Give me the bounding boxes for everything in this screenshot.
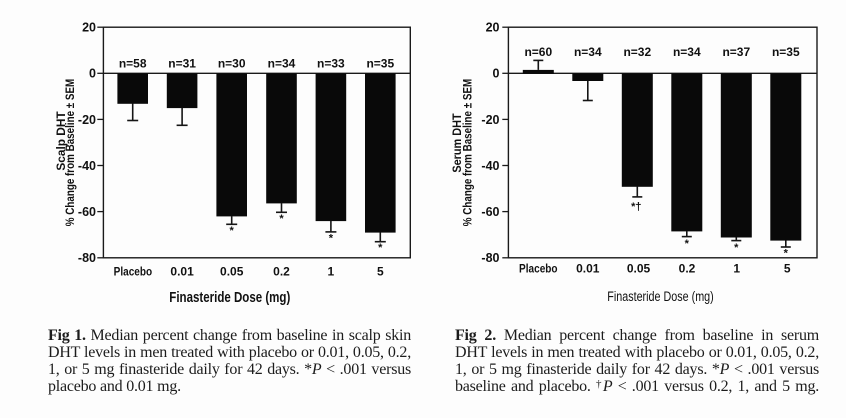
svg-text:0: 0	[493, 67, 500, 81]
svg-text:-20: -20	[78, 113, 96, 127]
svg-text:*: *	[784, 247, 789, 259]
svg-text:*: *	[230, 225, 235, 237]
svg-text:-40: -40	[78, 159, 96, 173]
svg-text:5: 5	[784, 261, 791, 275]
svg-text:0.05: 0.05	[627, 261, 651, 275]
svg-text:20: 20	[82, 21, 96, 35]
svg-text:*: *	[685, 238, 690, 250]
svg-text:0.01: 0.01	[170, 264, 194, 278]
svg-text:0.05: 0.05	[220, 264, 244, 278]
svg-text:Finasteride Dose (mg): Finasteride Dose (mg)	[607, 289, 714, 304]
svg-text:0: 0	[89, 67, 96, 81]
svg-text:n=35: n=35	[366, 57, 394, 71]
svg-text:-60: -60	[78, 205, 96, 219]
svg-text:-80: -80	[481, 251, 499, 265]
svg-text:-60: -60	[481, 205, 499, 219]
svg-text:n=34: n=34	[268, 57, 296, 71]
svg-text:0.2: 0.2	[273, 264, 290, 278]
svg-text:n=30: n=30	[218, 57, 246, 71]
svg-text:-80: -80	[78, 251, 96, 265]
svg-text:n=60: n=60	[524, 45, 552, 59]
svg-text:5: 5	[377, 264, 384, 278]
svg-text:*†: *†	[631, 201, 641, 213]
svg-text:n=35: n=35	[772, 45, 800, 59]
svg-text:1: 1	[733, 261, 740, 275]
svg-text:n=37: n=37	[722, 45, 750, 59]
svg-text:n=34: n=34	[574, 45, 602, 59]
svg-text:n=33: n=33	[317, 57, 345, 71]
svg-text:*: *	[329, 232, 334, 244]
svg-text:-40: -40	[481, 159, 499, 173]
svg-text:*: *	[279, 213, 284, 225]
svg-text:% Change from Baseline ± SEM: % Change from Baseline ± SEM	[460, 79, 474, 226]
svg-text:0.01: 0.01	[576, 261, 600, 275]
svg-text:0.2: 0.2	[679, 261, 696, 275]
svg-text:% Change from Baseline ± SEM: % Change from Baseline ± SEM	[63, 79, 77, 226]
svg-text:-20: -20	[481, 113, 499, 127]
svg-text:Serum DHT: Serum DHT	[450, 113, 464, 173]
svg-text:*: *	[378, 242, 383, 254]
svg-text:1: 1	[328, 264, 335, 278]
svg-text:Placebo: Placebo	[114, 264, 153, 278]
svg-text:Placebo: Placebo	[519, 261, 558, 275]
svg-text:Scalp DHT: Scalp DHT	[54, 111, 68, 171]
svg-text:20: 20	[486, 21, 500, 35]
svg-text:*: *	[734, 242, 739, 254]
svg-text:n=31: n=31	[168, 57, 196, 71]
svg-text:n=34: n=34	[673, 45, 701, 59]
svg-text:n=32: n=32	[623, 45, 651, 59]
svg-text:Finasteride Dose (mg): Finasteride Dose (mg)	[169, 290, 290, 306]
svg-text:n=58: n=58	[119, 57, 147, 71]
